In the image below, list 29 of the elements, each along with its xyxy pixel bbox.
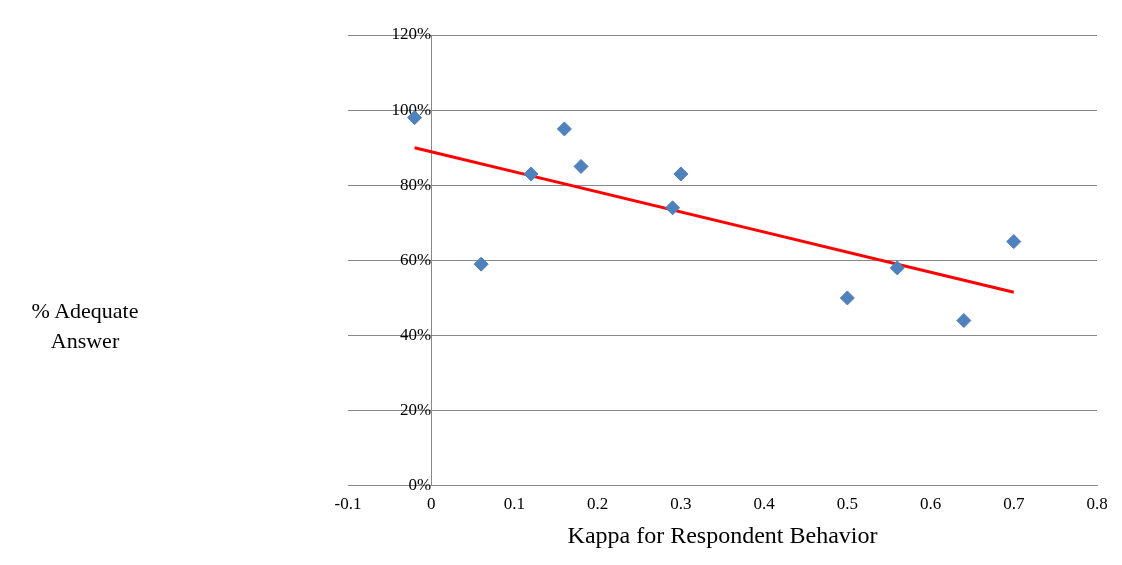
y-tick-label: 100% xyxy=(391,99,432,119)
point xyxy=(473,256,489,272)
x-tick-label: 0.3 xyxy=(670,494,692,514)
point xyxy=(556,121,572,137)
point xyxy=(673,166,689,182)
y-tick-label: 80% xyxy=(400,174,432,194)
y-tick-label: 120% xyxy=(391,24,432,44)
y-tick-label: 60% xyxy=(400,249,432,269)
point xyxy=(1006,234,1022,250)
x-tick-label: 0.1 xyxy=(503,494,526,514)
x-tick-label: 0 xyxy=(426,494,436,514)
point xyxy=(573,158,589,174)
y-tick-label: 0% xyxy=(408,475,432,495)
y-tick-label: 20% xyxy=(400,400,432,420)
point xyxy=(956,313,972,329)
x-tick-label: 0.8 xyxy=(1086,494,1108,514)
point xyxy=(889,260,905,276)
point xyxy=(523,166,539,182)
x-tick-label: 0.2 xyxy=(587,494,609,514)
y-tick-label: 40% xyxy=(400,325,432,344)
x-tick-label: 0.4 xyxy=(753,494,776,514)
point xyxy=(839,290,855,306)
text: % Adequate Answer xyxy=(30,297,140,355)
x-tick-label: 0.7 xyxy=(1003,494,1025,514)
point xyxy=(665,200,681,216)
x-tick-label: -0.1 xyxy=(334,494,362,514)
x-tick-label: 0.6 xyxy=(919,494,942,514)
x-tick-label: 0.5 xyxy=(836,494,858,514)
x-axis-title: Kappa for Respondent Behavior xyxy=(567,521,878,548)
